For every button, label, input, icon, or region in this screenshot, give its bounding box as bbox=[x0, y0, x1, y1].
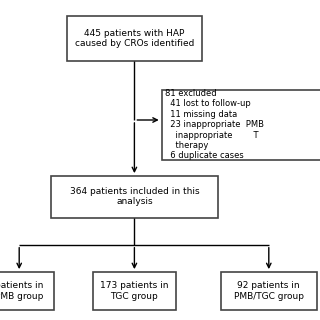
FancyBboxPatch shape bbox=[0, 272, 54, 310]
FancyBboxPatch shape bbox=[93, 272, 176, 310]
Text: 364 patients included in this
analysis: 364 patients included in this analysis bbox=[69, 187, 199, 206]
FancyBboxPatch shape bbox=[162, 90, 320, 160]
Text: patients in
PMB group: patients in PMB group bbox=[0, 282, 44, 301]
Text: 445 patients with HAP
caused by CROs identified: 445 patients with HAP caused by CROs ide… bbox=[75, 29, 194, 48]
Text: 173 patients in
TGC group: 173 patients in TGC group bbox=[100, 282, 169, 301]
FancyBboxPatch shape bbox=[221, 272, 317, 310]
FancyBboxPatch shape bbox=[51, 176, 218, 218]
Text: 81 excluded
  41 lost to follow-up
  11 missing data
  23 inappropriate  PMB
   : 81 excluded 41 lost to follow-up 11 miss… bbox=[165, 89, 264, 161]
Text: 92 patients in
PMB/TGC group: 92 patients in PMB/TGC group bbox=[234, 282, 304, 301]
FancyBboxPatch shape bbox=[67, 16, 202, 61]
